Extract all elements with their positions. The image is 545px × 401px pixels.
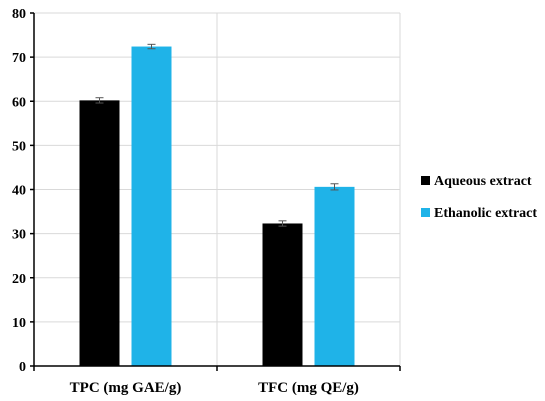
bar-aqueous-0: [79, 100, 120, 367]
legend: Aqueous extract Ethanolic extract: [421, 174, 537, 221]
y-tick-label: 40: [12, 184, 26, 199]
error-bar: [330, 183, 339, 191]
y-tick-label: 20: [12, 272, 26, 287]
legend-item-ethanolic: Ethanolic extract: [421, 206, 537, 221]
x-category-label: TFC (mg QE/g): [258, 380, 359, 396]
bar-aqueous-1: [262, 223, 303, 366]
y-tick-label: 30: [12, 228, 26, 243]
axes: [30, 12, 401, 371]
error-bar: [147, 43, 156, 50]
legend-swatch: [421, 176, 430, 185]
y-tick-label: 10: [12, 316, 26, 331]
error-bar: [95, 97, 104, 104]
y-tick-label: 50: [12, 139, 26, 154]
error-bar: [278, 220, 287, 227]
y-tick-label: 80: [12, 7, 26, 22]
bars: [79, 43, 355, 367]
legend-swatch: [421, 208, 430, 217]
y-tick-label: 0: [19, 360, 26, 375]
y-tick-label: 70: [12, 51, 26, 66]
legend-label: Ethanolic extract: [434, 206, 537, 221]
y-tick-label: 60: [12, 95, 26, 110]
x-category-label: TPC (mg GAE/g): [70, 380, 182, 396]
tick-labels: 0 10 20 30 40 50 60 70 80 TPC (mg GAE/g) TFC (mg Q…: [12, 7, 359, 396]
bar-ethanolic-0: [131, 46, 172, 366]
bar-ethanolic-1: [314, 186, 355, 366]
legend-item-aqueous: Aqueous extract: [421, 174, 532, 189]
legend-label: Aqueous extract: [434, 174, 532, 189]
